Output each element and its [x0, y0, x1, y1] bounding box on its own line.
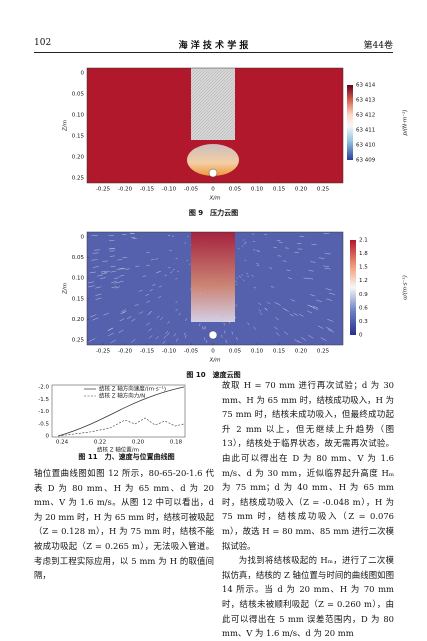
x-tick-label: -0.05	[184, 349, 199, 355]
colorbar-tick-label: 0.3	[359, 319, 368, 325]
x-tick-label: 0.20	[132, 440, 145, 446]
colorbar-tick-label: 63 412	[356, 113, 375, 119]
figure-curves: -2.0 -1.5 -1.0 -0.5 0 0.24 0.22 0.20 0.18 结核 Z 轴方…	[38, 385, 185, 454]
x-axis-label: X/m	[209, 196, 221, 202]
x-tick-label: 0.10	[251, 187, 264, 193]
x-axis-label: X/m	[209, 358, 221, 364]
x-tick-label: 0.25	[317, 349, 330, 355]
y-tick-label: 0.05	[72, 255, 85, 261]
y-tick-label: 0.20	[72, 317, 85, 323]
figure-caption: 图 9 压力云图	[0, 208, 427, 218]
y-tick-label: 0	[81, 71, 85, 77]
y-tick-label: 0.15	[72, 296, 85, 302]
x-tick-label: 0.20	[295, 349, 308, 355]
left-column: 轴位置曲线图如图 12 所示，80-65-20-1.6 代表 D 为 80 mm…	[34, 466, 214, 583]
x-tick-label: 0.05	[229, 349, 242, 355]
pipe-region	[191, 68, 235, 140]
x-tick-label: -0.15	[140, 187, 155, 193]
colorbar-tick-label: 1.2	[359, 278, 368, 284]
x-tick-label: 0.22	[94, 440, 106, 446]
y-axis-label: Z/m	[63, 283, 69, 295]
y-tick-label: -2.0	[38, 385, 49, 391]
figure-velocity: 0 0.05 0.10 0.15 0.20 0.25 -0.25 -0.20 -0.15 -0.1…	[63, 232, 409, 364]
x-tick-label: 0	[211, 187, 215, 193]
x-tick-label: -0.15	[140, 349, 155, 355]
nodule	[209, 169, 217, 177]
y-tick-label: 0.25	[72, 338, 85, 344]
y-tick-label: 0.05	[72, 92, 85, 98]
y-tick-label: -1.0	[38, 409, 49, 415]
y-tick-label: -0.5	[38, 421, 49, 427]
y-tick-label: 0.10	[72, 276, 85, 282]
x-tick-label: 0.20	[295, 187, 308, 193]
x-tick-label: 0	[211, 349, 215, 355]
y-tick-label: 0.25	[72, 176, 85, 182]
x-tick-label: 0.15	[273, 349, 286, 355]
legend-label: 结核 Z 轴方向力/N	[99, 392, 145, 400]
y-tick-label: 0.10	[72, 113, 85, 119]
y-tick-label: 0.15	[72, 134, 85, 140]
x-tick-label: 0.18	[170, 440, 183, 446]
x-tick-label: -0.10	[162, 349, 177, 355]
x-tick-label: 0.15	[273, 187, 286, 193]
y-axis-label: Z/m	[63, 120, 69, 132]
colorbar-tick-label: 63 413	[356, 98, 376, 104]
colorbar-tick-label: 0.6	[359, 305, 368, 311]
y-tick-label: 0.20	[72, 155, 85, 161]
y-tick-label: -1.5	[38, 397, 49, 403]
colorbar-tick-label: 2.1	[359, 238, 368, 244]
colorbar-tick-label: 63 410	[356, 143, 376, 149]
x-tick-label: -0.25	[96, 349, 111, 355]
paragraph: 为找到将结核吸起的 Hₘ，进行了二次模拟仿真，结核的 Z 轴位置与时间的曲线图如…	[222, 553, 394, 641]
y-tick-label: 0	[46, 434, 50, 440]
colorbar-tick-label: 0.9	[359, 292, 368, 298]
colorbar-tick-label: 63 414	[356, 83, 376, 89]
nodule	[209, 331, 217, 339]
paragraph: 故取 H = 70 mm 进行再次试验；d 为 30 mm、H 为 65 mm …	[222, 378, 394, 553]
x-tick-label: 0.05	[229, 187, 242, 193]
x-tick-label: -0.05	[184, 187, 199, 193]
colorbar-label: u/(m·s⁻¹)	[402, 275, 409, 300]
colorbar-tick-label: 63 411	[356, 128, 375, 134]
y-tick-label: 0	[81, 235, 85, 241]
x-tick-label: -0.10	[162, 187, 177, 193]
x-tick-label: 0.10	[251, 349, 264, 355]
force-curve	[58, 418, 184, 436]
legend-label: 结核 Z 轴方向速度/(m·s⁻¹)	[99, 385, 166, 393]
right-column: 故取 H = 70 mm 进行再次试验；d 为 30 mm、H 为 65 mm …	[222, 378, 394, 641]
pipe-flow	[191, 232, 235, 322]
x-tick-label: -0.20	[118, 187, 133, 193]
x-tick-label: 0.24	[56, 440, 69, 446]
colorbar	[350, 240, 356, 335]
colorbar	[347, 85, 353, 160]
paragraph: 轴位置曲线图如图 12 所示，80-65-20-1.6 代表 D 为 80 mm…	[34, 466, 214, 583]
colorbar-tick-label: 0	[359, 333, 363, 339]
figure-pressure: 0 0.05 0.10 0.15 0.20 0.25 -0.25 -0.20 -0.15 -0.1…	[63, 68, 409, 202]
colorbar-tick-label: 1.5	[359, 265, 368, 271]
colorbar-label: p/(N·m⁻²)	[402, 110, 409, 137]
x-tick-label: -0.20	[118, 349, 133, 355]
colorbar-tick-label: 1.8	[359, 251, 368, 257]
colorbar-tick-label: 63 409	[356, 158, 376, 164]
x-tick-label: -0.25	[96, 187, 111, 193]
figure-caption: 图 11 力、速度与位置曲线图	[34, 452, 219, 462]
x-tick-label: 0.25	[317, 187, 330, 193]
